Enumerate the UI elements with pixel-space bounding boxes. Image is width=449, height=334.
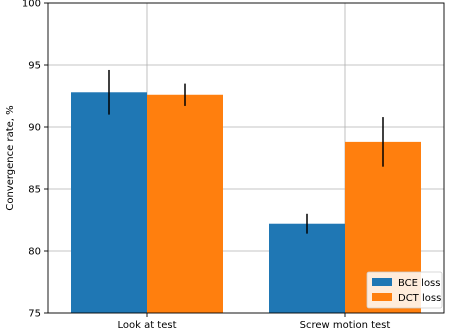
y-tick-label: 85 xyxy=(28,185,41,196)
legend-label: BCE loss xyxy=(398,278,440,289)
legend-label: DCT loss xyxy=(398,293,441,304)
y-tick-label: 95 xyxy=(28,61,41,72)
legend-swatch xyxy=(372,293,392,301)
legend-swatch xyxy=(372,278,392,286)
bar xyxy=(147,94,223,313)
bar xyxy=(269,223,345,313)
error-bars xyxy=(108,69,384,234)
y-axis: 75 80 85 90 95 100 xyxy=(22,0,48,320)
x-tick-label: Screw motion test xyxy=(300,320,391,331)
y-tick-label: 100 xyxy=(22,0,41,10)
legend: BCE loss DCT loss xyxy=(366,271,443,309)
y-tick-label: 90 xyxy=(28,123,41,134)
bars xyxy=(71,92,421,313)
x-tick-label: Look at test xyxy=(117,320,176,331)
x-axis: Look at test Screw motion test xyxy=(117,313,390,331)
y-tick-label: 75 xyxy=(28,309,41,320)
plot-frame xyxy=(47,2,445,314)
y-tick-label: 80 xyxy=(28,247,41,258)
bar xyxy=(71,92,147,313)
y-axis-label: Convergence rate, % xyxy=(5,105,16,210)
